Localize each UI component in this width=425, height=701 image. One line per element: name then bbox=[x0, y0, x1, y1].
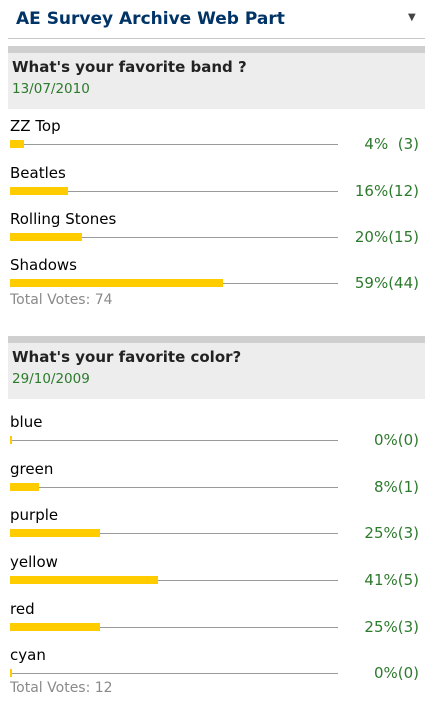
answer-label: ZZ Top bbox=[10, 117, 61, 135]
answer-row: Rolling Stones 20%(15) bbox=[8, 210, 425, 256]
answer-label: cyan bbox=[10, 646, 46, 664]
answer-row: cyan 0%(0) bbox=[8, 646, 425, 692]
answer-result: 8%(1) bbox=[373, 478, 419, 496]
survey-block: What's your favorite band ? 13/07/2010 Z… bbox=[8, 46, 425, 308]
answer-result: 59%(44) bbox=[354, 274, 419, 292]
survey-date: 29/10/2009 bbox=[12, 371, 90, 387]
answer-bar bbox=[10, 279, 223, 287]
answer-track bbox=[10, 673, 338, 674]
answer-bar bbox=[10, 187, 68, 195]
answer-bar bbox=[10, 233, 82, 241]
survey-header: What's your favorite color? 29/10/2009 bbox=[8, 336, 425, 399]
answer-result: 41%(5) bbox=[364, 571, 419, 589]
answer-label: Beatles bbox=[10, 164, 66, 182]
answer-bar bbox=[10, 436, 12, 444]
answer-bar bbox=[10, 576, 158, 584]
answer-track bbox=[10, 580, 338, 581]
answer-result: 25%(3) bbox=[364, 524, 419, 542]
webpart-title: AE Survey Archive Web Part bbox=[16, 9, 285, 29]
survey-date: 13/07/2010 bbox=[12, 81, 90, 97]
answer-row: green 8%(1) bbox=[8, 460, 425, 506]
answer-track bbox=[10, 487, 338, 488]
answer-result: 0%(0) bbox=[373, 664, 419, 682]
webpart-header: AE Survey Archive Web Part ▼ bbox=[8, 0, 425, 46]
answer-track bbox=[10, 191, 338, 192]
survey-question: What's your favorite color? bbox=[12, 348, 242, 366]
answer-bar bbox=[10, 623, 100, 631]
answer-row: purple 25%(3) bbox=[8, 506, 425, 552]
answer-result: 4% (3) bbox=[364, 135, 419, 153]
answer-label: purple bbox=[10, 506, 59, 524]
answer-bar bbox=[10, 483, 39, 491]
answer-row: ZZ Top 4% (3) bbox=[8, 117, 425, 163]
answer-label: blue bbox=[10, 413, 43, 431]
answer-bar bbox=[10, 140, 24, 148]
answer-track bbox=[10, 627, 338, 628]
answer-track bbox=[10, 440, 338, 441]
answer-bar bbox=[10, 669, 12, 677]
answer-label: green bbox=[10, 460, 54, 478]
answer-row: yellow 41%(5) bbox=[8, 553, 425, 599]
answer-row: Shadows 59%(44) bbox=[8, 256, 425, 302]
chevron-down-icon[interactable]: ▼ bbox=[408, 12, 416, 23]
answer-label: yellow bbox=[10, 553, 58, 571]
answer-result: 25%(3) bbox=[364, 618, 419, 636]
answer-result: 0%(0) bbox=[373, 431, 419, 449]
survey-block: What's your favorite color? 29/10/2009 b… bbox=[8, 336, 425, 696]
answer-track bbox=[10, 237, 338, 238]
answer-row: red 25%(3) bbox=[8, 600, 425, 646]
answer-row: blue 0%(0) bbox=[8, 413, 425, 459]
answer-result: 16%(12) bbox=[354, 182, 419, 200]
answer-row: Beatles 16%(12) bbox=[8, 164, 425, 210]
header-divider bbox=[8, 38, 425, 39]
answer-label: Shadows bbox=[10, 256, 78, 274]
answer-label: Rolling Stones bbox=[10, 210, 117, 228]
survey-header: What's your favorite band ? 13/07/2010 bbox=[8, 46, 425, 109]
answer-result: 20%(15) bbox=[354, 228, 419, 246]
survey-question: What's your favorite band ? bbox=[12, 58, 247, 76]
answer-label: red bbox=[10, 600, 35, 618]
total-votes: Total Votes: 12 bbox=[10, 680, 113, 696]
answer-track bbox=[10, 533, 338, 534]
total-votes: Total Votes: 74 bbox=[10, 292, 113, 308]
answer-bar bbox=[10, 529, 100, 537]
answer-track bbox=[10, 144, 338, 145]
